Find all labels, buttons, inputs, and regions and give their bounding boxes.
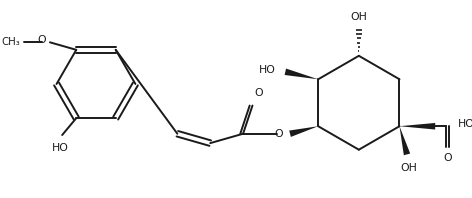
Text: OH: OH xyxy=(400,163,417,173)
Polygon shape xyxy=(399,126,410,155)
Text: O: O xyxy=(444,152,452,163)
Text: HO: HO xyxy=(259,65,276,75)
Text: CH₃: CH₃ xyxy=(1,37,20,47)
Text: O: O xyxy=(38,35,46,46)
Text: O: O xyxy=(275,129,284,139)
Polygon shape xyxy=(399,123,435,129)
Polygon shape xyxy=(285,69,318,79)
Text: HO: HO xyxy=(52,143,69,152)
Polygon shape xyxy=(289,126,318,137)
Text: O: O xyxy=(254,88,263,98)
Text: OH: OH xyxy=(350,12,367,22)
Text: HO: HO xyxy=(458,119,472,129)
